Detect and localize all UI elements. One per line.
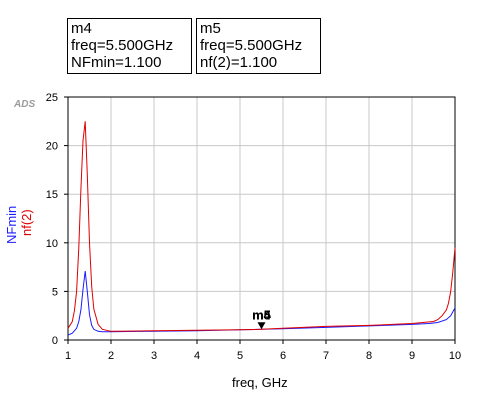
x-tick-label: 2 (108, 350, 114, 362)
x-tick-label: 10 (449, 350, 461, 362)
x-tick-label: 3 (151, 350, 157, 362)
x-tick-label: 5 (237, 350, 243, 362)
marker-triangle (257, 322, 266, 330)
x-tick-label: 6 (280, 350, 286, 362)
marker-value: NFmin=1.100 (71, 54, 162, 71)
x-tick-label: 7 (323, 350, 329, 362)
x-tick-label: 1 (65, 350, 71, 362)
y-tick-label: 15 (46, 189, 58, 201)
y-tick-label: 20 (46, 141, 58, 153)
x-tick-label: 9 (409, 350, 415, 362)
y-tick-label: 10 (46, 238, 58, 250)
y-tick-label: 25 (46, 92, 58, 104)
x-tick-label: 8 (366, 350, 372, 362)
marker-freq: freq=5.500GHz (200, 37, 303, 54)
marker-name: m5 (200, 20, 221, 37)
plot-frame (67, 96, 456, 341)
marker-value: nf(2)=1.100 (200, 54, 278, 71)
marker-freq: freq=5.500GHz (71, 37, 174, 54)
marker-label-m5: m5 (252, 307, 271, 322)
marker-readout-m4: m4 freq=5.500GHz NFmin=1.100 (67, 18, 192, 74)
x-tick-label: 4 (194, 350, 200, 362)
series-line-nf2 (67, 121, 456, 332)
marker-readout-m5: m5 freq=5.500GHz nf(2)=1.100 (196, 18, 321, 74)
marker-label-m4: m4 (252, 307, 272, 322)
ads-logo: ADS (14, 99, 36, 110)
marker-name: m4 (71, 20, 92, 37)
x-axis-label: freq, GHz (232, 375, 288, 390)
y-tick-label: 0 (52, 335, 58, 347)
y-tick-label: 5 (52, 286, 58, 298)
